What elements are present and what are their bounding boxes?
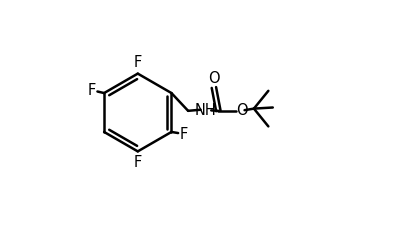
Text: F: F <box>180 127 188 142</box>
Text: NH: NH <box>195 103 217 118</box>
Text: O: O <box>208 71 220 86</box>
Text: F: F <box>134 155 142 170</box>
Text: O: O <box>236 103 248 118</box>
Text: F: F <box>88 83 96 98</box>
Text: F: F <box>134 55 142 70</box>
